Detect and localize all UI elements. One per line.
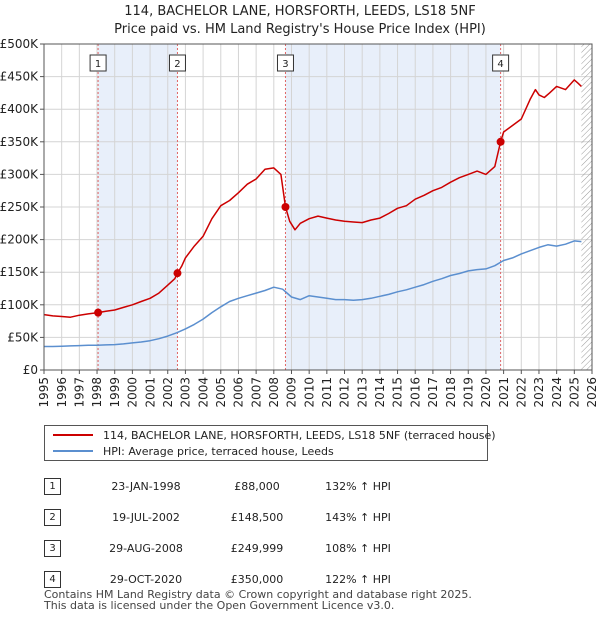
- sale-hpi-change: 122% ↑ HPI: [325, 573, 391, 586]
- sale-point: [173, 269, 182, 278]
- table-row: 2 19-JUL-2002 £148,500 143% ↑ HPI: [44, 502, 404, 533]
- future-region: [581, 44, 592, 370]
- x-tick-label: 2008: [267, 377, 281, 408]
- x-tick-label: 2025: [568, 377, 582, 408]
- sale-price: £350,000: [230, 573, 284, 586]
- sale-point: [496, 137, 505, 146]
- x-tick-label: 2022: [514, 377, 528, 408]
- x-tick-label: 2000: [126, 377, 140, 408]
- sale-hpi-change: 132% ↑ HPI: [325, 480, 391, 493]
- price-chart: 114, BACHELOR LANE, HORSFORTH, LEEDS, LS…: [0, 4, 599, 408]
- footer-line-licence: This data is licensed under the Open Gov…: [44, 599, 395, 612]
- sale-number-badge: 1: [44, 478, 61, 495]
- x-tick-label: 2016: [408, 377, 422, 408]
- sale-hpi-change: 108% ↑ HPI: [325, 542, 391, 555]
- y-tick-label: £500K: [0, 37, 39, 51]
- x-tick-label: 2018: [444, 377, 458, 408]
- x-tick-label: 1995: [37, 377, 51, 408]
- y-tick-label: £300K: [0, 167, 39, 181]
- table-row: 4 29-OCT-2020 £350,000 122% ↑ HPI: [44, 564, 404, 595]
- y-tick-label: £50K: [7, 330, 39, 344]
- sale-price: £148,500: [230, 511, 284, 524]
- x-tick-label: 2012: [338, 377, 352, 408]
- legend-item-hpi: HPI: Average price, terraced house, Leed…: [53, 443, 334, 459]
- sale-point: [281, 203, 290, 212]
- sale-label: 3: [282, 59, 288, 70]
- future-hatch: [581, 44, 592, 370]
- x-tick-label: 1999: [108, 377, 122, 408]
- x-tick-label: 2021: [497, 377, 511, 408]
- table-row: 1 23-JAN-1998 £88,000 132% ↑ HPI: [44, 471, 404, 502]
- sale-price: £249,999: [230, 542, 284, 555]
- sale-number-badge: 2: [44, 509, 61, 526]
- x-tick-label: 2019: [461, 377, 475, 408]
- footer: Contains HM Land Registry data © Crown c…: [44, 589, 472, 611]
- y-tick-label: £400K: [0, 102, 39, 116]
- y-tick-label: £200K: [0, 233, 39, 247]
- x-tick-label: 2001: [143, 377, 157, 408]
- sale-point: [94, 308, 103, 317]
- sale-markers: 1 2 3 4: [89, 54, 510, 317]
- series-line-property: [43, 79, 582, 318]
- x-tick-label: 2004: [196, 377, 210, 408]
- x-tick-label: 2009: [285, 377, 299, 408]
- x-tick-label: 1997: [73, 377, 87, 408]
- axes: £0 £50K £100K £150K £200K £250K £300K £350K £400…: [0, 37, 599, 408]
- x-tick-label: 2006: [232, 377, 246, 408]
- chart-title: 114, BACHELOR LANE, HORSFORTH, LEEDS, LS…: [124, 4, 475, 19]
- sales-table: 1 23-JAN-1998 £88,000 132% ↑ HPI 2 19-JU…: [44, 471, 404, 595]
- series-line-hpi: [44, 240, 582, 348]
- sale-label-box: [492, 54, 510, 72]
- sale-date: 29-OCT-2020: [109, 573, 183, 586]
- x-tick-label: 2010: [302, 377, 316, 408]
- x-tick-label: 2015: [391, 377, 405, 408]
- legend-swatch-hpi: [53, 450, 93, 452]
- legend-item-property: 114, BACHELOR LANE, HORSFORTH, LEEDS, LS…: [53, 427, 496, 443]
- sale-hpi-change: 143% ↑ HPI: [325, 511, 391, 524]
- x-tick-label: 2005: [214, 377, 228, 408]
- y-tick-label: £250K: [0, 200, 39, 214]
- x-tick-label: 2013: [355, 377, 369, 408]
- y-tick-label: £450K: [0, 70, 39, 84]
- sale-date: 23-JAN-1998: [111, 480, 181, 493]
- sale-price: £88,000: [234, 480, 280, 493]
- x-tick-label: 2023: [532, 377, 546, 408]
- sale-number-badge: 3: [44, 540, 61, 557]
- x-tick-label: 1996: [55, 377, 69, 408]
- x-tick-label: 2011: [320, 377, 334, 408]
- legend-label-property: 114, BACHELOR LANE, HORSFORTH, LEEDS, LS…: [103, 428, 496, 442]
- legend-swatch-property: [53, 434, 93, 436]
- table-row: 3 29-AUG-2008 £249,999 108% ↑ HPI: [44, 533, 404, 564]
- x-tick-label: 2026: [585, 377, 599, 408]
- sale-label-box: [89, 54, 107, 72]
- y-tick-label: £100K: [0, 298, 39, 312]
- y-tick-label: £150K: [0, 265, 39, 279]
- legend: 114, BACHELOR LANE, HORSFORTH, LEEDS, LS…: [44, 425, 496, 461]
- chart-subtitle: Price paid vs. HM Land Registry's House …: [114, 22, 486, 37]
- sale-label: 1: [95, 59, 101, 70]
- sale-number-badge: 4: [44, 571, 61, 588]
- x-tick-label: 2003: [179, 377, 193, 408]
- sale-date: 29-AUG-2008: [109, 542, 183, 555]
- sale-label-box: [276, 54, 294, 72]
- footer-line-copyright: Contains HM Land Registry data © Crown c…: [44, 588, 472, 601]
- y-tick-label: £0: [23, 363, 38, 377]
- x-tick-label: 1998: [90, 377, 104, 408]
- x-tick-label: 2017: [426, 377, 440, 408]
- sale-label-box: [168, 54, 186, 72]
- x-tick-label: 2024: [550, 377, 564, 408]
- x-tick-label: 2020: [479, 377, 493, 408]
- x-tick-label: 2007: [249, 377, 263, 408]
- y-tick-label: £350K: [0, 135, 39, 149]
- sale-label: 4: [497, 59, 503, 70]
- sale-label: 2: [174, 59, 180, 70]
- x-tick-label: 2014: [373, 377, 387, 408]
- x-tick-label: 2002: [161, 377, 175, 408]
- series-lines: [43, 79, 582, 348]
- legend-label-hpi: HPI: Average price, terraced house, Leed…: [103, 444, 334, 458]
- sale-date: 19-JUL-2002: [112, 511, 180, 524]
